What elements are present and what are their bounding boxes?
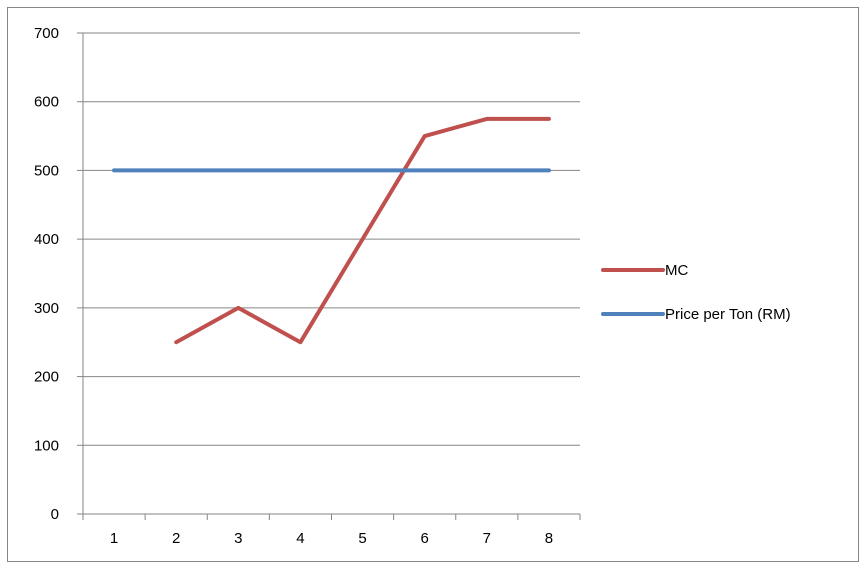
series-lines: [112, 116, 551, 345]
data-point: [485, 117, 489, 121]
data-point: [547, 168, 551, 172]
data-point: [361, 237, 365, 241]
y-tick-label: 600: [34, 94, 59, 111]
x-tick-label: 1: [110, 530, 118, 547]
legend-label-0: MC: [665, 262, 688, 279]
axes: [77, 32, 581, 520]
x-tick-label: 3: [234, 530, 242, 547]
legend-label-1: Price per Ton (RM): [665, 306, 791, 323]
x-tick-labels: 1 2 3 4 5 6 7 8: [110, 530, 553, 547]
data-point: [547, 117, 551, 121]
data-point: [236, 168, 240, 172]
y-tick-label: 700: [34, 25, 59, 42]
legend: MC Price per Ton (RM): [601, 262, 791, 323]
x-tick-label: 7: [483, 530, 491, 547]
y-tick-label: 0: [51, 506, 59, 523]
x-tick-label: 2: [172, 530, 180, 547]
x-tick-label: 6: [421, 530, 429, 547]
series-line-0: [174, 116, 551, 345]
data-point: [236, 306, 240, 310]
y-tick-label: 400: [34, 231, 59, 248]
y-tick-label: 300: [34, 300, 59, 317]
data-point: [298, 340, 302, 344]
y-tick-label: 500: [34, 162, 59, 179]
chart-frame: [7, 7, 859, 562]
y-tick-label: 200: [34, 369, 59, 386]
data-point: [174, 168, 178, 172]
data-point: [485, 168, 489, 172]
x-tick-label: 4: [296, 530, 304, 547]
data-point: [298, 168, 302, 172]
y-tick-label: 100: [34, 437, 59, 454]
x-tick-label: 5: [358, 530, 366, 547]
data-point: [174, 340, 178, 344]
gridlines: [83, 32, 580, 446]
data-point: [112, 168, 116, 172]
x-tick-label: 8: [545, 530, 553, 547]
data-point: [361, 168, 365, 172]
y-tick-labels: 0 100 200 300 400 500 600 700: [34, 25, 59, 523]
data-point: [423, 134, 427, 138]
data-point: [423, 168, 427, 172]
